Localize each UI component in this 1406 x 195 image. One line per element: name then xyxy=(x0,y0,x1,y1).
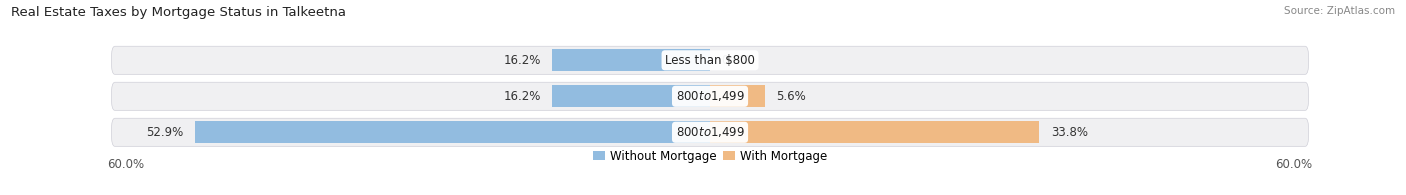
Bar xyxy=(195,121,710,144)
Bar xyxy=(553,85,710,107)
Legend: Without Mortgage, With Mortgage: Without Mortgage, With Mortgage xyxy=(588,145,832,167)
FancyBboxPatch shape xyxy=(111,82,1309,110)
FancyBboxPatch shape xyxy=(111,118,1309,146)
Text: 5.6%: 5.6% xyxy=(776,90,806,103)
FancyBboxPatch shape xyxy=(111,46,1309,74)
Text: 0.0%: 0.0% xyxy=(721,54,751,67)
Text: 16.2%: 16.2% xyxy=(503,90,541,103)
Bar xyxy=(710,85,765,107)
Bar xyxy=(710,121,1039,144)
Text: 52.9%: 52.9% xyxy=(146,126,183,139)
Text: Source: ZipAtlas.com: Source: ZipAtlas.com xyxy=(1284,6,1395,16)
Text: 16.2%: 16.2% xyxy=(503,54,541,67)
Bar xyxy=(553,49,710,71)
Text: Real Estate Taxes by Mortgage Status in Talkeetna: Real Estate Taxes by Mortgage Status in … xyxy=(11,6,346,19)
Text: $800 to $1,499: $800 to $1,499 xyxy=(675,89,745,103)
Text: $800 to $1,499: $800 to $1,499 xyxy=(675,125,745,139)
Text: 33.8%: 33.8% xyxy=(1050,126,1088,139)
Text: Less than $800: Less than $800 xyxy=(665,54,755,67)
